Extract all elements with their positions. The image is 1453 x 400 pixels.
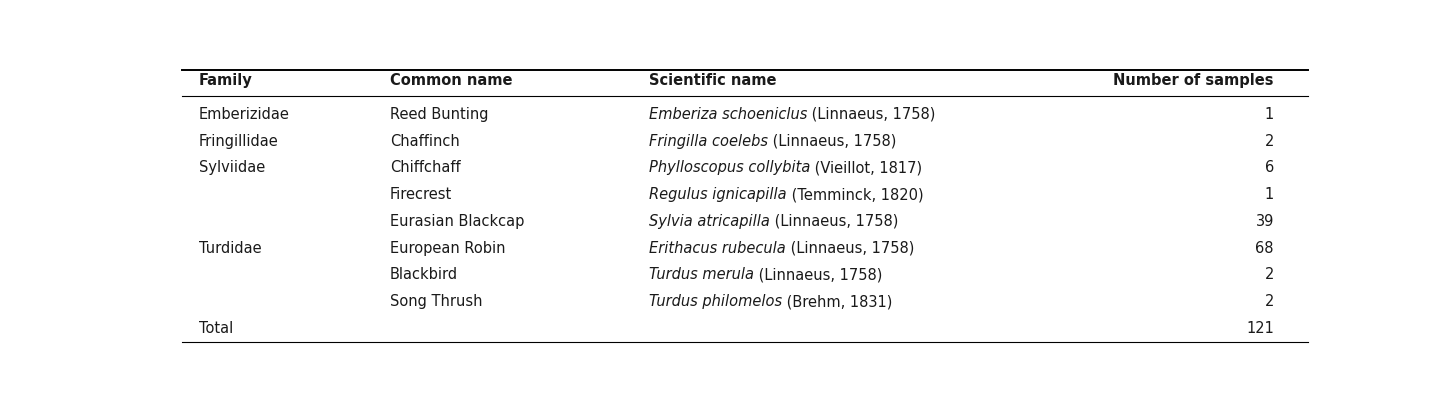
Text: Erithacus rubecula: Erithacus rubecula — [649, 241, 786, 256]
Text: Regulus ignicapilla: Regulus ignicapilla — [649, 187, 786, 202]
Text: Fringilla coelebs: Fringilla coelebs — [649, 134, 769, 148]
Text: (Brehm, 1831): (Brehm, 1831) — [782, 294, 892, 309]
Text: (Linnaeus, 1758): (Linnaeus, 1758) — [769, 134, 897, 148]
Text: Turdus philomelos: Turdus philomelos — [649, 294, 782, 309]
Text: Turdus merula: Turdus merula — [649, 268, 754, 282]
Text: Family: Family — [199, 73, 253, 88]
Text: 68: 68 — [1255, 241, 1274, 256]
Text: 1: 1 — [1264, 187, 1274, 202]
Text: Turdidae: Turdidae — [199, 241, 262, 256]
Text: 6: 6 — [1264, 160, 1274, 175]
Text: 1: 1 — [1264, 107, 1274, 122]
Text: Sylvia atricapilla: Sylvia atricapilla — [649, 214, 770, 229]
Text: 121: 121 — [1247, 321, 1274, 336]
Text: Emberiza schoeniclus: Emberiza schoeniclus — [649, 107, 808, 122]
Text: Firecrest: Firecrest — [389, 187, 452, 202]
Text: European Robin: European Robin — [389, 241, 506, 256]
Text: (Linnaeus, 1758): (Linnaeus, 1758) — [786, 241, 914, 256]
Text: Common name: Common name — [389, 73, 513, 88]
Text: (Linnaeus, 1758): (Linnaeus, 1758) — [770, 214, 898, 229]
Text: Chiffchaff: Chiffchaff — [389, 160, 461, 175]
Text: Sylviidae: Sylviidae — [199, 160, 264, 175]
Text: (Vieillot, 1817): (Vieillot, 1817) — [811, 160, 923, 175]
Text: Eurasian Blackcap: Eurasian Blackcap — [389, 214, 525, 229]
Text: (Temminck, 1820): (Temminck, 1820) — [786, 187, 923, 202]
Text: Total: Total — [199, 321, 232, 336]
Text: 39: 39 — [1255, 214, 1274, 229]
Text: 2: 2 — [1264, 294, 1274, 309]
Text: (Linnaeus, 1758): (Linnaeus, 1758) — [754, 268, 882, 282]
Text: Number of samples: Number of samples — [1113, 73, 1274, 88]
Text: Scientific name: Scientific name — [649, 73, 776, 88]
Text: Blackbird: Blackbird — [389, 268, 458, 282]
Text: Song Thrush: Song Thrush — [389, 294, 482, 309]
Text: Phylloscopus collybita: Phylloscopus collybita — [649, 160, 811, 175]
Text: Emberizidae: Emberizidae — [199, 107, 289, 122]
Text: Fringillidae: Fringillidae — [199, 134, 279, 148]
Text: Chaffinch: Chaffinch — [389, 134, 459, 148]
Text: (Linnaeus, 1758): (Linnaeus, 1758) — [808, 107, 936, 122]
Text: 2: 2 — [1264, 134, 1274, 148]
Text: Reed Bunting: Reed Bunting — [389, 107, 488, 122]
Text: 2: 2 — [1264, 268, 1274, 282]
